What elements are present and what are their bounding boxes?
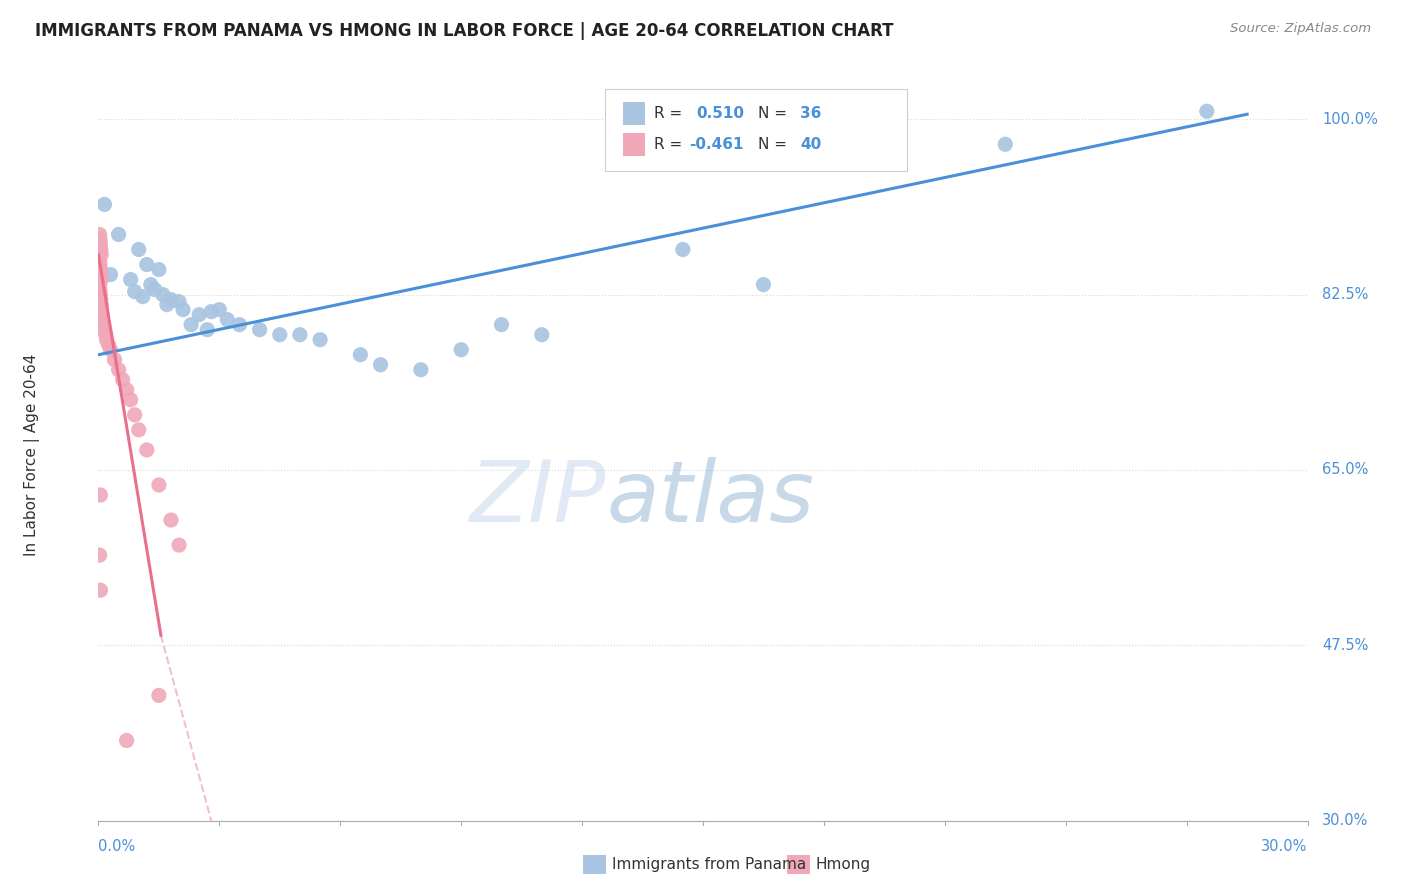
Point xyxy=(188,308,211,322)
Point xyxy=(752,277,775,292)
Point xyxy=(132,290,155,304)
Text: IMMIGRANTS FROM PANAMA VS HMONG IN LABOR FORCE | AGE 20-64 CORRELATION CHART: IMMIGRANTS FROM PANAMA VS HMONG IN LABOR… xyxy=(35,22,894,40)
Text: N =: N = xyxy=(758,137,792,152)
Point xyxy=(135,442,157,457)
Point xyxy=(107,363,129,377)
Point xyxy=(90,272,112,286)
Point xyxy=(1195,104,1218,119)
Point xyxy=(120,272,142,286)
Text: -0.461: -0.461 xyxy=(689,137,744,152)
Point xyxy=(89,237,111,252)
Point xyxy=(94,327,117,342)
Point xyxy=(89,283,111,297)
Text: R =: R = xyxy=(654,137,688,152)
Text: In Labor Force | Age 20-64: In Labor Force | Age 20-64 xyxy=(24,354,39,556)
Text: N =: N = xyxy=(758,106,792,120)
Point xyxy=(89,262,111,277)
Point xyxy=(91,312,114,326)
Text: Immigrants from Panama: Immigrants from Panama xyxy=(612,857,806,871)
Point xyxy=(97,337,120,351)
Point xyxy=(91,318,114,332)
Text: 0.0%: 0.0% xyxy=(98,838,135,854)
Point xyxy=(89,277,111,292)
Point xyxy=(93,323,115,337)
Point xyxy=(160,513,183,527)
Text: 100.0%: 100.0% xyxy=(1322,112,1378,127)
Point xyxy=(89,227,111,242)
Point xyxy=(100,343,122,357)
Point xyxy=(530,327,553,342)
Point xyxy=(228,318,250,332)
Text: R =: R = xyxy=(654,106,688,120)
Point xyxy=(491,318,513,332)
Text: 65.0%: 65.0% xyxy=(1322,462,1368,477)
Point xyxy=(672,243,695,257)
Text: 82.5%: 82.5% xyxy=(1322,287,1368,302)
Point xyxy=(89,583,111,598)
Point xyxy=(90,293,112,307)
Text: ZIP: ZIP xyxy=(470,458,606,541)
Point xyxy=(370,358,392,372)
Point xyxy=(135,258,157,272)
Point xyxy=(409,363,432,377)
Text: 30.0%: 30.0% xyxy=(1261,838,1308,854)
Text: 36: 36 xyxy=(800,106,821,120)
Point xyxy=(148,262,170,277)
Point xyxy=(269,327,291,342)
Point xyxy=(139,277,162,292)
Point xyxy=(180,318,202,332)
Point xyxy=(89,258,111,272)
Text: atlas: atlas xyxy=(606,458,814,541)
Point xyxy=(167,538,190,552)
Point xyxy=(156,298,179,312)
Point xyxy=(100,268,122,282)
Point xyxy=(90,243,112,257)
Point xyxy=(152,287,174,301)
Point xyxy=(90,247,112,261)
Point xyxy=(91,308,114,322)
Point xyxy=(124,408,146,422)
Text: 30.0%: 30.0% xyxy=(1322,814,1368,828)
Point xyxy=(160,293,183,307)
Point xyxy=(89,548,111,562)
Point xyxy=(288,327,311,342)
Point xyxy=(124,285,146,299)
Text: Source: ZipAtlas.com: Source: ZipAtlas.com xyxy=(1230,22,1371,36)
Point xyxy=(143,283,166,297)
Point xyxy=(208,302,231,317)
Text: 47.5%: 47.5% xyxy=(1322,638,1368,653)
Point xyxy=(148,478,170,492)
Text: 0.510: 0.510 xyxy=(696,106,744,120)
Point xyxy=(90,268,112,282)
Point xyxy=(128,423,150,437)
Point xyxy=(103,352,125,367)
Point xyxy=(89,488,111,502)
Text: 40: 40 xyxy=(800,137,821,152)
Point xyxy=(90,302,112,317)
Point xyxy=(89,232,111,246)
Point xyxy=(309,333,332,347)
Point xyxy=(90,298,112,312)
Point xyxy=(96,333,118,347)
Point xyxy=(128,243,150,257)
Point xyxy=(120,392,142,407)
Point xyxy=(217,312,239,326)
Point xyxy=(115,733,138,747)
Point xyxy=(89,287,111,301)
Point xyxy=(200,304,222,318)
Point xyxy=(89,252,111,267)
Point xyxy=(111,373,134,387)
Point xyxy=(450,343,472,357)
Point xyxy=(115,383,138,397)
Point xyxy=(249,323,271,337)
Point xyxy=(93,197,115,211)
Point xyxy=(107,227,129,242)
Point xyxy=(994,137,1017,152)
Point xyxy=(172,302,194,317)
Point xyxy=(148,689,170,703)
Text: Hmong: Hmong xyxy=(815,857,870,871)
Point xyxy=(167,294,190,309)
Point xyxy=(349,348,371,362)
Point xyxy=(195,323,218,337)
